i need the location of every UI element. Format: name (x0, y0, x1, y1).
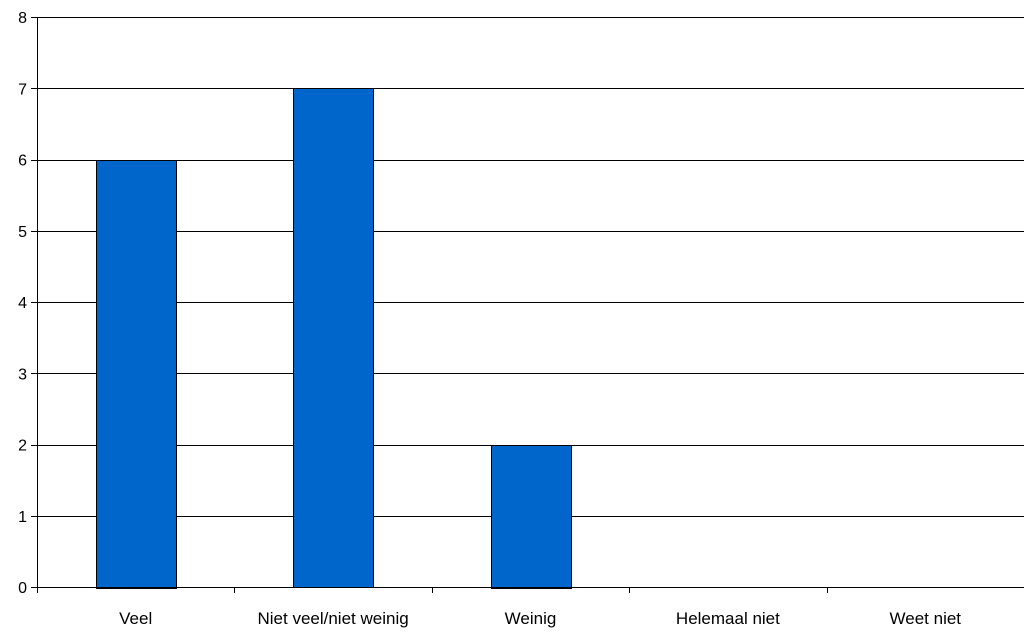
x-tick-label: Weet niet (890, 609, 962, 628)
y-tick-label: 5 (18, 224, 27, 241)
x-tick-label: Veel (119, 609, 152, 628)
x-tick-labels: Veel Niet veel/niet weinig Weinig Helemaal … (119, 609, 961, 628)
y-tick-label: 3 (18, 366, 27, 383)
y-tick-labels: 0 1 2 3 4 5 6 7 8 (18, 10, 27, 597)
y-tick-label: 6 (18, 153, 27, 170)
x-tick-label: Weinig (505, 609, 557, 628)
bars (96, 88, 572, 589)
bar-veel (96, 160, 177, 589)
bar-niet-veel-niet-weinig (293, 88, 374, 588)
y-tick-label: 7 (18, 81, 27, 98)
gridlines (37, 17, 1024, 517)
y-tick-label: 8 (18, 10, 27, 27)
y-tick-label: 2 (18, 438, 27, 455)
y-tick-label: 0 (18, 580, 27, 597)
y-tick-label: 4 (18, 295, 27, 312)
y-tick-label: 1 (18, 509, 27, 526)
axes (31, 17, 1024, 593)
x-tick-label: Niet veel/niet weinig (257, 609, 408, 628)
x-tick-label: Helemaal niet (676, 609, 780, 628)
bar-weinig (491, 445, 572, 589)
